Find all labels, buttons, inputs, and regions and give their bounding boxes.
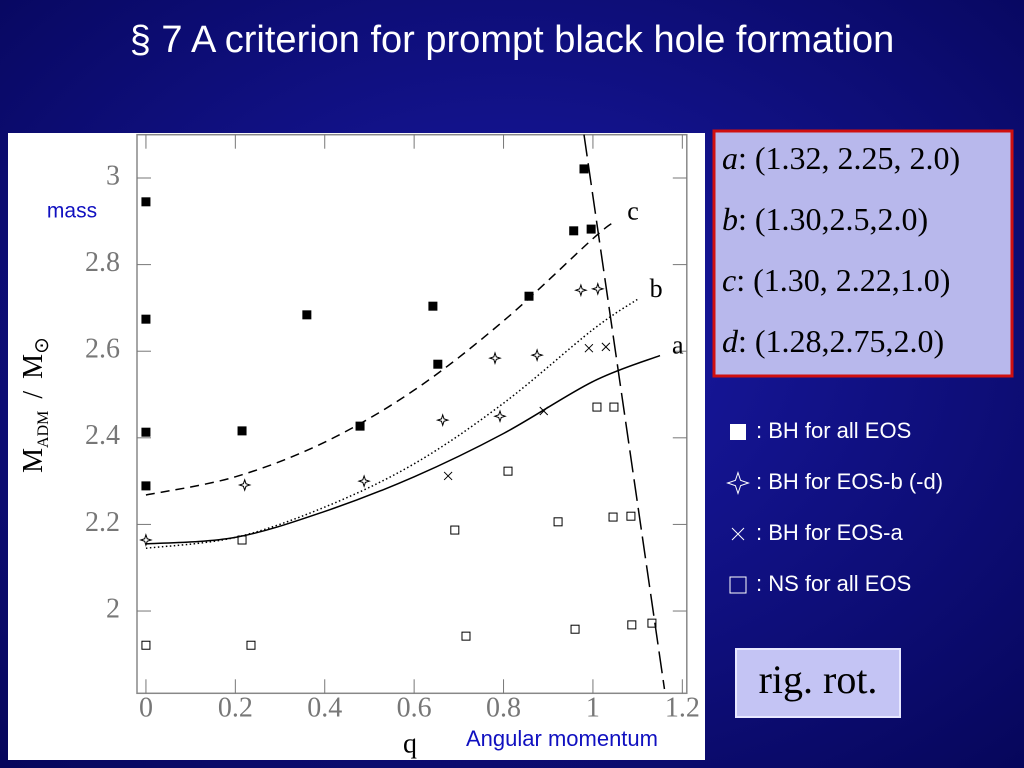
- y-tick-label: 2.4: [85, 420, 120, 451]
- curve-label: a: [672, 331, 684, 360]
- marker-star: [139, 533, 153, 547]
- marker-filled-square: [141, 481, 151, 491]
- x-tick-label: 0.2: [218, 692, 253, 723]
- slide-title: § 7 A criterion for prompt black hole fo…: [130, 19, 895, 61]
- marker-filled-square: [433, 359, 443, 369]
- y-axis-label-part: /: [18, 391, 49, 399]
- y-tick-label: 2: [106, 593, 120, 624]
- marker-open-square: [141, 640, 151, 650]
- annotation: Angular momentum: [466, 726, 658, 751]
- y-axis-label-part: M: [18, 448, 49, 473]
- marker-open-square: [553, 517, 563, 527]
- marker-star: [590, 282, 605, 296]
- marker-filled-square: [141, 197, 151, 207]
- eos-params: : (1.32, 2.25, 2.0): [738, 140, 960, 176]
- marker-filled-square: [355, 421, 365, 431]
- marker-star: [726, 471, 750, 495]
- marker-open-square: [461, 631, 471, 641]
- x-tick-label: 0.8: [486, 692, 521, 723]
- x-tick-label: 1.2: [665, 692, 700, 723]
- curve-label: c: [627, 196, 639, 225]
- eos-line: b: (1.30,2.5,2.0): [722, 201, 928, 237]
- marker-star: [488, 351, 502, 365]
- eos-letter: b: [722, 201, 738, 237]
- curve-label: b: [650, 274, 663, 303]
- eos-box: [712, 129, 1014, 378]
- marker-filled-square: [237, 426, 247, 436]
- x-tick-label: 0: [139, 692, 153, 723]
- marker-star: [574, 283, 588, 298]
- marker-star: [237, 478, 252, 492]
- marker-star: [357, 474, 371, 488]
- curve: [145, 220, 616, 496]
- marker-filled-square: [428, 301, 438, 311]
- marker-filled-square: [302, 310, 312, 320]
- plot-panel: [8, 133, 705, 760]
- eos-letter: a: [722, 140, 738, 176]
- y-tick-label: 2.2: [85, 507, 120, 538]
- marker-open-square: [570, 624, 580, 634]
- x-tick-label: 0.4: [307, 692, 342, 723]
- eos-params: : (1.30,2.5,2.0): [738, 201, 928, 237]
- y-axis-label: MADM/M⊙: [18, 337, 53, 473]
- curve: [145, 354, 661, 545]
- marker-filled-square: [141, 314, 151, 324]
- marker-open-square: [729, 576, 747, 594]
- plot-frame: [136, 133, 688, 695]
- x-axis-label: q: [403, 728, 417, 759]
- marker-open-square: [647, 618, 657, 628]
- y-axis-label-part: ⊙: [31, 337, 53, 354]
- y-tick-label: 2.8: [85, 247, 120, 278]
- annotation: mass: [47, 200, 97, 223]
- eos-params: : (1.28,2.75,2.0): [738, 323, 944, 359]
- eos-line: c: (1.30, 2.22,1.0): [722, 262, 950, 298]
- note-box: [735, 648, 901, 718]
- x-tick-label: 1: [586, 692, 600, 723]
- eos-line: a: (1.32, 2.25, 2.0): [722, 140, 960, 176]
- eos-letter: c: [722, 262, 736, 298]
- eos-line: d: (1.28,2.75,2.0): [722, 323, 944, 359]
- y-axis-label-part: ADM: [35, 411, 52, 448]
- marker-cross: [601, 342, 611, 352]
- marker-filled-square: [579, 164, 589, 174]
- eos-letter: d: [722, 323, 739, 359]
- legend-label: : NS for all EOS: [756, 571, 911, 596]
- marker-filled-square: [569, 226, 579, 236]
- marker-open-square: [450, 525, 460, 535]
- y-axis-label-part: M: [18, 354, 49, 379]
- marker-star: [435, 413, 450, 427]
- marker-filled-square: [524, 291, 534, 301]
- curve: [583, 134, 666, 690]
- marker-filled-square: [141, 427, 151, 437]
- marker-star: [530, 348, 544, 362]
- legend-label: : BH for all EOS: [756, 418, 911, 443]
- x-tick-label: 0.6: [397, 692, 432, 723]
- marker-open-square: [609, 402, 619, 412]
- y-tick-label: 3: [106, 160, 120, 191]
- marker-open-square: [608, 512, 618, 522]
- marker-open-square: [503, 466, 513, 476]
- marker-cross: [443, 471, 453, 481]
- marker-open-square: [626, 511, 636, 521]
- marker-open-square: [592, 402, 602, 412]
- marker-filled-square: [730, 424, 746, 440]
- marker-cross: [731, 527, 745, 541]
- marker-open-square: [246, 640, 256, 650]
- y-tick-label: 2.6: [85, 334, 120, 365]
- eos-params: : (1.30, 2.22,1.0): [736, 262, 950, 298]
- legend-label: : BH for EOS-a: [756, 520, 903, 545]
- marker-cross: [584, 343, 594, 353]
- marker-filled-square: [586, 224, 596, 234]
- note-text: rig. rot.: [759, 657, 878, 702]
- legend-label: : BH for EOS-b (-d): [756, 469, 943, 494]
- marker-star: [493, 409, 507, 424]
- curve: [145, 298, 639, 549]
- marker-open-square: [627, 620, 637, 630]
